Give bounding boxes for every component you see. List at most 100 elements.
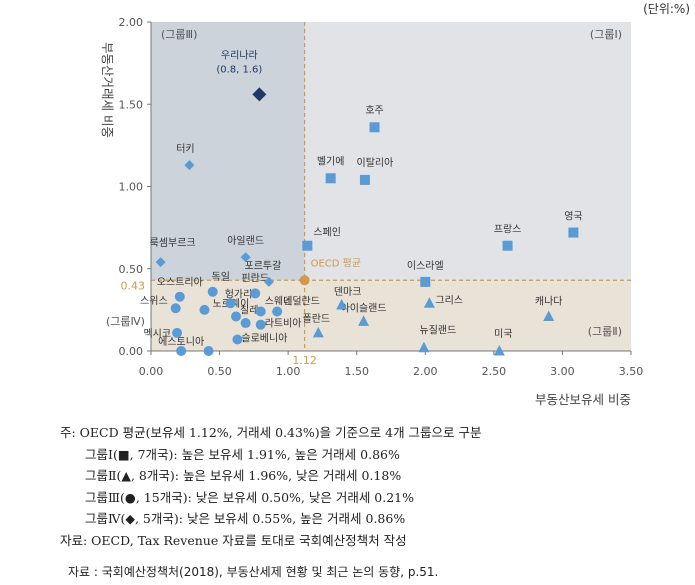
x-tick-label: 1.00: [276, 365, 301, 378]
point-스웨덴: [255, 306, 266, 317]
quadrant-3-label: (그룹Ⅲ): [161, 28, 197, 41]
label-라트비아: 라트비아: [265, 318, 302, 330]
oecd-average-point: [299, 275, 310, 286]
point-아일랜드: [240, 252, 251, 263]
data-points: [155, 87, 579, 356]
label-미국: 미국: [494, 328, 512, 340]
quadrant-backgrounds: (그룹Ⅲ) (그룹Ⅰ) (그룹Ⅳ) (그룹Ⅱ): [106, 22, 631, 351]
label-독일: 독일: [212, 271, 230, 283]
note-line-4: 그룹Ⅲ(●, 15개국): 낮은 보유세 0.50%, 낮은 거래세 0.21%: [85, 489, 415, 505]
note-line-3: 그룹Ⅱ(▲, 8개국): 높은 보유세 1.96%, 낮은 거래세 0.18%: [85, 468, 402, 483]
quadrant-4-label: (그룹Ⅳ): [106, 315, 145, 328]
point-그리스: [423, 297, 435, 308]
label-오스트리아: 오스트리아: [157, 277, 203, 289]
label-헝가리: 헝가리: [225, 288, 253, 300]
label-뉴질랜드: 뉴질랜드: [420, 325, 457, 337]
korea-label: 우리나라: [221, 49, 258, 61]
label-프랑스: 프랑스: [494, 224, 522, 236]
note-line-2: 그룹Ⅰ(■, 7개국): 높은 보유세 1.91%, 높은 거래세 0.86%: [85, 446, 400, 462]
y-tick-label: 0.50: [119, 263, 144, 276]
korea-coords: (0.8, 1.6): [216, 64, 262, 75]
y-tick-label: 1.00: [119, 181, 144, 194]
point-칠레: [231, 311, 242, 322]
point-터키: [184, 160, 195, 171]
point-룩셈부르크: [155, 257, 166, 268]
label-룩셈부르크: 룩셈부르크: [150, 237, 196, 249]
x-tick-label: 2.50: [482, 365, 507, 378]
x-tick-label: 1.50: [344, 365, 369, 378]
point-폴란드: [312, 326, 324, 338]
x-tick-label: 0.00: [139, 365, 164, 378]
point-독일: [207, 286, 218, 297]
point-미상: [240, 318, 251, 329]
point-뉴질랜드: [418, 341, 430, 353]
label-벨기에: 벨기에: [317, 155, 345, 167]
label-슬로베니아: 슬로베니아: [241, 332, 287, 344]
oecd-y-value: 0.43: [121, 279, 146, 292]
x-tick-label: 3.00: [550, 365, 575, 378]
point-스페인: [302, 240, 313, 251]
point-노르웨이: [199, 304, 210, 315]
point-헝가리: [225, 298, 236, 309]
label-핀란드: 핀란드: [241, 272, 269, 284]
label-네덜란드: 네덜란드: [283, 296, 320, 308]
label-에스토니아: 에스토니아: [158, 336, 204, 348]
point-이탈리아: [359, 174, 370, 185]
quadrant-1-label: (그룹Ⅰ): [590, 28, 622, 41]
oecd-reference-lines: OECD 평균 1.12 0.43: [121, 22, 631, 367]
label-아이슬랜드: 아이슬랜드: [341, 302, 387, 314]
label-덴마크: 덴마크: [334, 286, 362, 298]
point-스위스: [170, 303, 181, 314]
label-칠레: 칠레: [240, 304, 258, 316]
label-스위스: 스위스: [140, 294, 168, 307]
point-아이슬랜드: [358, 315, 370, 326]
point-프랑스: [502, 240, 513, 251]
point-라트비아: [255, 319, 266, 330]
label-이탈리아: 이탈리아: [357, 156, 394, 169]
note-line-5: 그룹Ⅳ(◆, 5개국): 낮은 보유세 0.55%, 높은 거래세 0.86%: [85, 511, 406, 526]
point-호주: [369, 122, 380, 133]
point-에스토니아: [176, 346, 187, 356]
point-벨기에: [325, 173, 336, 184]
label-스웨덴: 스웨덴: [265, 296, 293, 308]
label-멕시코: 멕시코: [143, 328, 171, 340]
notes: 주: OECD 평균(보유세 1.12%, 거래세 0.43%)을 기준으로 4…: [60, 422, 482, 551]
x-tick-label: 2.00: [413, 365, 438, 378]
source-citation: 자료 : 국회예산정책처(2018), 부동산세제 현황 및 최근 논의 동향,…: [68, 565, 439, 579]
point-오스트리아: [174, 291, 185, 302]
note-line-1: 주: OECD 평균(보유세 1.12%, 거래세 0.43%)을 기준으로 4…: [60, 425, 482, 440]
oecd-x-value: 1.12: [292, 354, 317, 367]
point-캐나다: [543, 310, 555, 321]
point-이스라엘: [420, 276, 431, 287]
label-그리스: 그리스: [435, 294, 463, 306]
label-아일랜드: 아일랜드: [227, 235, 264, 247]
y-tick-label: 0.00: [119, 345, 144, 358]
y-axis-title: 부동산거래세 비중: [100, 42, 115, 138]
point-우리나라: [252, 87, 267, 102]
label-호주: 호주: [365, 104, 383, 116]
point-슬로베니아: [232, 334, 243, 345]
quadrant-3-area: [151, 22, 305, 281]
label-이스라엘: 이스라엘: [407, 259, 444, 272]
point-네덜란드: [272, 306, 283, 317]
quadrant-lower-area: [151, 280, 631, 351]
point-덴마크: [336, 298, 348, 310]
label-캐나다: 캐나다: [535, 295, 563, 307]
label-스페인: 스페인: [313, 227, 341, 239]
unit-label: (단위:%): [643, 2, 690, 16]
point-핀란드: [250, 288, 261, 299]
point-포르투갈: [263, 276, 274, 287]
axes: 0.00 0.50 1.00 1.50 2.00 2.50 3.00 3.50 0.00 0.50…: [119, 16, 644, 378]
point-미국: [493, 345, 505, 356]
label-포르투갈: 포르투갈: [245, 259, 282, 272]
label-영국: 영국: [564, 211, 582, 223]
y-tick-label: 2.00: [119, 16, 144, 29]
quadrant-2-label: (그룹Ⅱ): [588, 325, 622, 338]
point-에스토니아-2: [203, 346, 214, 356]
oecd-average-label: OECD 평균: [311, 257, 361, 269]
point-영국: [568, 227, 579, 238]
y-tick-label: 1.50: [119, 98, 144, 111]
point-멕시코: [172, 327, 183, 338]
label-터키: 터키: [176, 143, 194, 155]
x-tick-label: 0.50: [207, 365, 232, 378]
